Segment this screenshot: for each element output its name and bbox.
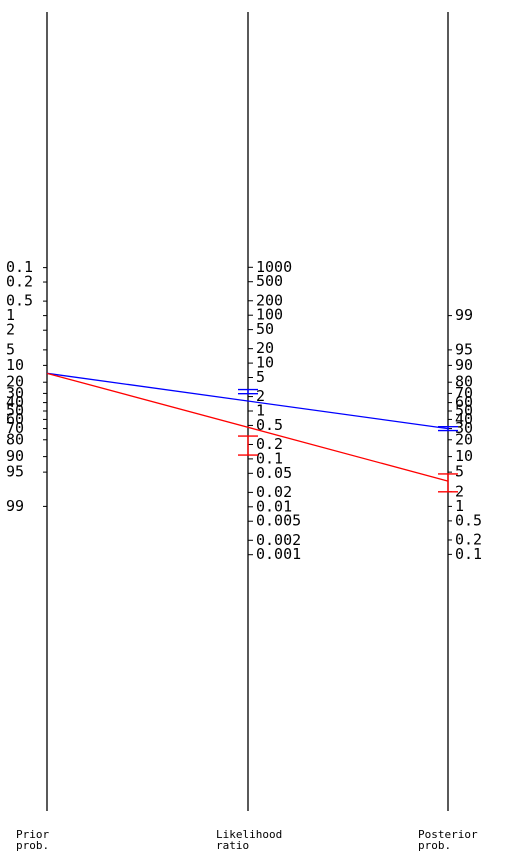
posterior-tick-label: 50 bbox=[455, 402, 473, 420]
posterior-tick-label: 30 bbox=[455, 419, 473, 437]
lr-tick-label: 1 bbox=[256, 402, 265, 420]
prior-tick-label: 80 bbox=[6, 430, 24, 448]
lr-tick-label: 200 bbox=[256, 291, 283, 309]
lr-tick-label: 100 bbox=[256, 306, 283, 324]
prior-tick-label: 0.1 bbox=[6, 258, 33, 276]
lr-tick-label: 2 bbox=[256, 387, 265, 405]
posterior-line-2 bbox=[46, 372, 449, 482]
lr-tick-label: 500 bbox=[256, 272, 283, 290]
prior-tick-label: 70 bbox=[6, 419, 24, 437]
posterior-tick-label: 95 bbox=[455, 340, 473, 358]
posterior-tick-label: 40 bbox=[455, 410, 473, 428]
lr-ci-bracket-2 bbox=[238, 435, 258, 456]
posterior-tick-label: 0.1 bbox=[455, 545, 482, 563]
prior-tick-label: 20 bbox=[6, 373, 24, 391]
prior-tick-label: 30 bbox=[6, 384, 24, 402]
lr-tick-label: 0.2 bbox=[256, 435, 283, 453]
prior-tick-label: 99 bbox=[6, 497, 24, 515]
prior-tick-label: 40 bbox=[6, 393, 24, 411]
lr-tick-label: 0.05 bbox=[256, 464, 292, 482]
posterior-axis-title-line-1: Posterior bbox=[418, 828, 478, 841]
posterior-tick-label: 5 bbox=[455, 463, 464, 481]
posterior-tick-label: 0.5 bbox=[455, 511, 482, 529]
posterior-axis-title-line-2: prob. bbox=[418, 839, 451, 852]
prior-axis-title-line-2: prob. bbox=[16, 839, 49, 852]
prior-tick-label: 1 bbox=[6, 306, 15, 324]
prior-tick-label: 0.2 bbox=[6, 273, 33, 291]
prior-tick-label: 0.5 bbox=[6, 292, 33, 310]
tick-marks: 0.10.20.51251020304050607080909599100050… bbox=[6, 258, 482, 563]
prior-tick-label: 50 bbox=[6, 402, 24, 420]
axes bbox=[46, 12, 449, 811]
lr-tick-label: 0.02 bbox=[256, 483, 292, 501]
lr-tick-label: 20 bbox=[256, 339, 274, 357]
posterior-tick-label: 99 bbox=[455, 306, 473, 324]
prior-tick-label: 90 bbox=[6, 447, 24, 465]
likelihood-axis-title-line-1: Likelihood bbox=[216, 828, 282, 841]
posterior-ci-bracket-2 bbox=[438, 473, 458, 493]
posterior-tick-label: 10 bbox=[455, 447, 473, 465]
lr-tick-label: 0.001 bbox=[256, 545, 301, 563]
plot-lines bbox=[46, 372, 458, 493]
lr-tick-label: 10 bbox=[256, 354, 274, 372]
prior-tick-label: 10 bbox=[6, 356, 24, 374]
lr-tick-label: 0.005 bbox=[256, 512, 301, 530]
lr-tick-label: 0.5 bbox=[256, 416, 283, 434]
posterior-tick-label: 1 bbox=[455, 497, 464, 515]
posterior-tick-label: 90 bbox=[455, 356, 473, 374]
prior-tick-label: 60 bbox=[6, 410, 24, 428]
posterior-tick-label: 2 bbox=[455, 482, 464, 500]
prior-tick-label: 5 bbox=[6, 340, 15, 358]
posterior-tick-label: 0.2 bbox=[455, 530, 482, 548]
posterior-tick-label: 70 bbox=[455, 384, 473, 402]
likelihood-axis-title-line-2: ratio bbox=[216, 839, 249, 852]
lr-tick-label: 0.01 bbox=[256, 497, 292, 515]
posterior-tick-label: 20 bbox=[455, 430, 473, 448]
lr-tick-label: 5 bbox=[256, 368, 265, 386]
prior-tick-label: 2 bbox=[6, 321, 15, 339]
prior-tick-label: 95 bbox=[6, 463, 24, 481]
lr-tick-label: 0.1 bbox=[256, 449, 283, 467]
prior-axis-title-line-1: Prior bbox=[16, 828, 49, 841]
lr-tick-label: 50 bbox=[256, 320, 274, 338]
posterior-line-1 bbox=[46, 372, 449, 430]
lr-tick-label: 0.002 bbox=[256, 531, 301, 549]
lr-ci-bracket-1 bbox=[238, 388, 258, 395]
posterior-ci-bracket-1 bbox=[438, 425, 458, 432]
posterior-tick-label: 60 bbox=[455, 393, 473, 411]
lr-tick-label: 1000 bbox=[256, 258, 292, 276]
posterior-tick-label: 80 bbox=[455, 373, 473, 391]
